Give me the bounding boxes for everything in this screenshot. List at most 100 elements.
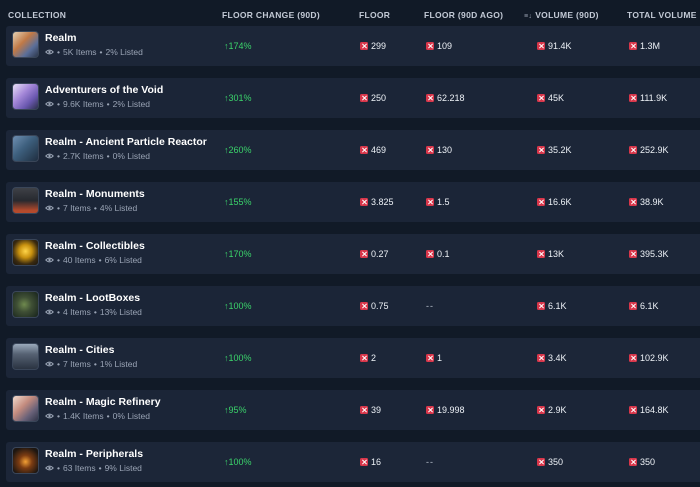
floor-change: ↑155% — [224, 197, 252, 207]
volume-90d-cell: 3.4K — [537, 353, 567, 363]
collection-meta: • 40 Items • 6% Listed — [45, 255, 142, 265]
table-row[interactable]: Realm - Monuments • 7 Items • 4% Listed … — [6, 182, 700, 222]
collection-meta: • 2.7K Items • 0% Listed — [45, 151, 150, 161]
floor-cell: 39 — [360, 405, 381, 415]
currency-icon — [426, 354, 434, 362]
currency-icon — [629, 406, 637, 414]
currency-icon — [426, 42, 434, 50]
total-volume-value: 102.9K — [640, 353, 669, 363]
collection-name[interactable]: Realm - Monuments — [45, 188, 145, 200]
collection-thumbnail — [12, 343, 39, 370]
collection-name[interactable]: Realm - Ancient Particle Reactor — [45, 136, 207, 148]
column-header-volume-90d[interactable]: ≡↓ VOLUME (90D) — [524, 10, 599, 20]
table-row[interactable]: Realm - Peripherals • 63 Items • 9% List… — [6, 442, 700, 482]
collection-name[interactable]: Realm - Cities — [45, 344, 115, 356]
collection-thumbnail — [12, 31, 39, 58]
total-volume-value: 38.9K — [640, 197, 664, 207]
currency-icon — [360, 250, 368, 258]
listed-percent: 6% Listed — [104, 255, 142, 265]
items-count: 2.7K Items — [62, 151, 104, 161]
listed-percent: 0% Listed — [112, 151, 150, 161]
floor-value: 250 — [371, 93, 387, 103]
items-count: 4 Items — [62, 307, 91, 317]
volume-value: 45K — [548, 93, 565, 103]
currency-icon — [537, 302, 545, 310]
listed-percent: 0% Listed — [112, 411, 150, 421]
eye-icon — [45, 257, 54, 263]
total-volume-cell: 6.1K — [629, 301, 659, 311]
total-volume-value: 6.1K — [640, 301, 659, 311]
eye-icon — [45, 153, 54, 159]
table-row[interactable]: Realm - Collectibles • 40 Items • 6% Lis… — [6, 234, 700, 274]
column-header-floor[interactable]: FLOOR — [359, 10, 391, 20]
volume-90d-cell: 2.9K — [537, 405, 567, 415]
currency-icon — [537, 42, 545, 50]
listed-percent: 13% Listed — [99, 307, 142, 317]
floor-change: ↑100% — [224, 301, 252, 311]
volume-header-label: VOLUME (90D) — [535, 10, 599, 20]
volume-value: 91.4K — [548, 41, 572, 51]
total-volume-cell: 1.3M — [629, 41, 660, 51]
items-count: 9.6K Items — [62, 99, 104, 109]
collection-name[interactable]: Adventurers of the Void — [45, 84, 164, 96]
floor-cell: 0.27 — [360, 249, 389, 259]
currency-icon — [537, 146, 545, 154]
currency-icon — [360, 458, 368, 466]
volume-90d-cell: 35.2K — [537, 145, 572, 155]
total-volume-value: 395.3K — [640, 249, 669, 259]
floor-value: 0.27 — [371, 249, 389, 259]
table-row[interactable]: Realm • 5K Items • 2% Listed ↑174% 299 1… — [6, 26, 700, 66]
floor-90d-ago-value: 1 — [437, 353, 443, 363]
column-header-floor-change[interactable]: FLOOR CHANGE (90D) — [222, 10, 320, 20]
collection-name[interactable]: Realm - Collectibles — [45, 240, 145, 252]
volume-value: 35.2K — [548, 145, 572, 155]
collection-thumbnail — [12, 239, 39, 266]
floor-90d-ago-value: 1.5 — [437, 197, 450, 207]
items-count: 7 Items — [62, 203, 91, 213]
collection-name[interactable]: Realm - Magic Refinery — [45, 396, 161, 408]
total-volume-value: 111.9K — [640, 93, 668, 103]
currency-icon — [426, 250, 434, 258]
items-count: 5K Items — [62, 47, 97, 57]
currency-icon — [537, 250, 545, 258]
collection-meta: • 1.4K Items • 0% Listed — [45, 411, 150, 421]
volume-value: 3.4K — [548, 353, 567, 363]
floor-cell: 0.75 — [360, 301, 389, 311]
collection-name[interactable]: Realm — [45, 32, 77, 44]
table-row[interactable]: Adventurers of the Void • 9.6K Items • 2… — [6, 78, 700, 118]
column-header-total-volume[interactable]: TOTAL VOLUME — [627, 10, 697, 20]
floor-90d-ago-value: -- — [426, 457, 434, 467]
table-row[interactable]: Realm - Ancient Particle Reactor • 2.7K … — [6, 130, 700, 170]
floor-90d-ago-cell: -- — [426, 457, 434, 467]
total-volume-cell: 252.9K — [629, 145, 669, 155]
currency-icon — [537, 94, 545, 102]
items-count: 63 Items — [62, 463, 96, 473]
eye-icon — [45, 49, 54, 55]
volume-value: 13K — [548, 249, 565, 259]
total-volume-value: 350 — [640, 457, 656, 467]
floor-change: ↑174% — [224, 41, 252, 51]
floor-90d-ago-value: 0.1 — [437, 249, 450, 259]
listed-percent: 4% Listed — [99, 203, 138, 213]
currency-icon — [629, 302, 637, 310]
table-row[interactable]: Realm - LootBoxes • 4 Items • 13% Listed… — [6, 286, 700, 326]
collection-name[interactable]: Realm - LootBoxes — [45, 292, 141, 304]
currency-icon — [426, 406, 434, 414]
currency-icon — [629, 458, 637, 466]
sort-icon: ≡↓ — [524, 13, 533, 20]
total-volume-cell: 350 — [629, 457, 655, 467]
currency-icon — [629, 198, 637, 206]
currency-icon — [426, 146, 434, 154]
floor-change: ↑100% — [224, 353, 252, 363]
table-row[interactable]: Realm - Cities • 7 Items • 1% Listed ↑10… — [6, 338, 700, 378]
collection-meta: • 63 Items • 9% Listed — [45, 463, 142, 473]
collection-name[interactable]: Realm - Peripherals — [45, 448, 144, 460]
items-count: 7 Items — [62, 359, 91, 369]
table-row[interactable]: Realm - Magic Refinery • 1.4K Items • 0%… — [6, 390, 700, 430]
volume-90d-cell: 16.6K — [537, 197, 572, 207]
floor-value: 16 — [371, 457, 382, 467]
column-header-collection[interactable]: COLLECTION — [8, 10, 67, 20]
total-volume-cell: 111.9K — [629, 93, 667, 103]
currency-icon — [360, 42, 368, 50]
column-header-floor-90d-ago[interactable]: FLOOR (90D AGO) — [424, 10, 504, 20]
